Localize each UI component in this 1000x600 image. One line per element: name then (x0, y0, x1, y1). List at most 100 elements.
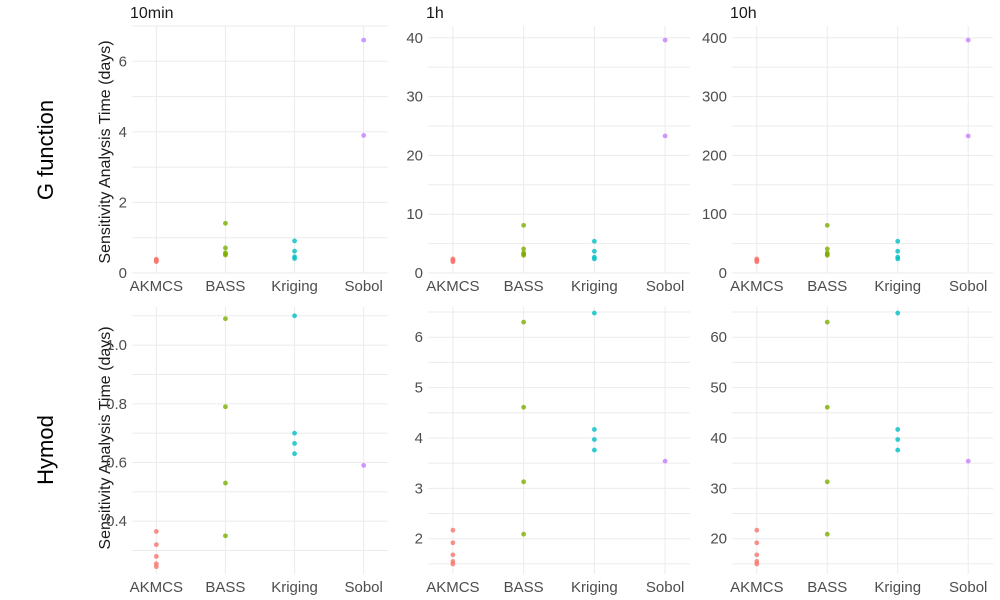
x-tick-label-sobol: Sobol (344, 278, 382, 295)
point-akmcs (153, 561, 159, 567)
point-kriging (895, 427, 901, 432)
y-tick-label: 0 (415, 265, 423, 282)
x-tick-label-akmcs: AKMCS (130, 278, 183, 295)
point-akmcs (450, 559, 456, 564)
x-tick-label-kriging: Kriging (874, 278, 921, 295)
point-akmcs (754, 559, 760, 564)
x-tick-label-kriging: Kriging (571, 278, 618, 295)
point-kriging (895, 447, 901, 453)
point-akmcs (153, 553, 159, 559)
x-tick-label-akmcs: AKMCS (130, 579, 183, 596)
y-axis-label-bottom: Sensitivity Analysis Time (days) (97, 326, 114, 549)
y-axis-labels: Sensitivity Analysis Time (days) Sensiti… (97, 40, 114, 549)
point-bass (223, 404, 228, 410)
y-tick-label: 2 (119, 194, 127, 211)
x-tick-label-sobol: Sobol (949, 278, 987, 295)
x-tick-label-akmcs: AKMCS (730, 579, 783, 596)
panel-hymod-1h: 2 3 4 5 6 AKMCS BASS Kriging Sobol (415, 307, 690, 596)
y-tick-label: 3 (415, 480, 423, 497)
x-tick-label-akmcs: AKMCS (426, 579, 479, 596)
x-tick-label-sobol: Sobol (949, 579, 987, 596)
point-kriging (292, 248, 297, 254)
point-sobol (662, 37, 668, 43)
panel-g-function-1h: 1h 0 10 20 30 40 AKMCS BASS Kriging Sobol (406, 5, 690, 295)
y-tick-label: 0.4 (106, 513, 127, 530)
point-sobol (361, 132, 367, 138)
y-tick-label: 20 (406, 147, 423, 164)
point-sobol (965, 458, 971, 464)
point-bass (824, 479, 830, 485)
point-kriging (591, 437, 597, 442)
point-akmcs (153, 529, 159, 534)
point-kriging (591, 310, 597, 316)
point-bass (521, 404, 527, 410)
y-tick-label: 0.6 (106, 455, 127, 472)
point-bass (824, 246, 830, 252)
x-tick-label-kriging: Kriging (271, 579, 318, 596)
point-kriging (591, 254, 597, 260)
y-tick-label: 20 (710, 531, 727, 548)
point-sobol (662, 133, 668, 139)
point-sobol (965, 37, 971, 43)
point-bass (223, 480, 228, 486)
point-akmcs (450, 552, 456, 558)
facet-title-10min: 10min (130, 5, 174, 22)
point-kriging (292, 254, 297, 260)
x-tick-label-kriging: Kriging (874, 579, 921, 596)
y-tick-label: 10 (406, 206, 423, 223)
point-bass (521, 531, 527, 537)
point-akmcs (754, 527, 760, 533)
point-bass (824, 319, 830, 325)
point-bass (521, 250, 527, 256)
x-tick-label-bass: BASS (205, 278, 245, 295)
panel-hymod-10h: 20 30 40 50 60 AKMCS BASS Kriging Sobol (710, 307, 993, 596)
point-kriging (895, 238, 901, 244)
y-tick-label: 0.8 (106, 396, 127, 413)
point-bass (223, 245, 228, 251)
point-sobol (361, 37, 367, 43)
row-labels: G function Hymod (33, 100, 58, 485)
y-axis-label-top: Sensitivity Analysis Time (days) (97, 40, 114, 263)
point-akmcs (450, 527, 456, 533)
y-tick-label: 400 (702, 30, 727, 47)
y-tick-label: 1.0 (106, 337, 127, 354)
y-tick-label: 6 (415, 329, 423, 346)
point-bass (824, 222, 830, 228)
point-sobol (965, 133, 971, 139)
panels: 10min 0 2 4 6 AKMCS BASS Kriging Sobol 1h 0 10 20 30 4… (106, 5, 993, 596)
y-tick-label: 4 (415, 430, 423, 447)
point-kriging (292, 451, 297, 457)
x-tick-label-bass: BASS (504, 278, 544, 295)
y-tick-label: 2 (415, 531, 423, 548)
point-akmcs (153, 542, 159, 548)
y-tick-label: 100 (702, 206, 727, 223)
point-akmcs (450, 256, 456, 262)
y-tick-label: 300 (702, 89, 727, 106)
y-tick-label: 200 (702, 147, 727, 164)
x-tick-label-akmcs: AKMCS (426, 278, 479, 295)
facet-title-1h: 1h (426, 5, 444, 22)
point-akmcs (754, 256, 760, 262)
point-kriging (591, 238, 597, 244)
panel-g-function-10h: 10h 0 100 200 300 400 AKMCS BASS Kriging Sobol (702, 5, 993, 295)
y-tick-label: 0 (719, 265, 727, 282)
point-akmcs (754, 540, 760, 546)
y-tick-label: 30 (406, 89, 423, 106)
y-tick-label: 30 (710, 480, 727, 497)
point-kriging (292, 238, 297, 244)
y-tick-label: 40 (406, 30, 423, 47)
point-bass (824, 404, 830, 410)
row-label-hymod: Hymod (33, 415, 58, 485)
point-akmcs (450, 540, 456, 546)
y-tick-label: 5 (415, 380, 423, 397)
point-bass (521, 319, 527, 325)
y-tick-label: 60 (710, 329, 727, 346)
point-bass (223, 250, 228, 256)
point-kriging (591, 248, 597, 254)
x-tick-label-kriging: Kriging (571, 579, 618, 596)
x-tick-label-sobol: Sobol (344, 579, 382, 596)
y-tick-label: 6 (119, 53, 127, 70)
point-bass (223, 533, 228, 539)
point-kriging (292, 441, 297, 446)
